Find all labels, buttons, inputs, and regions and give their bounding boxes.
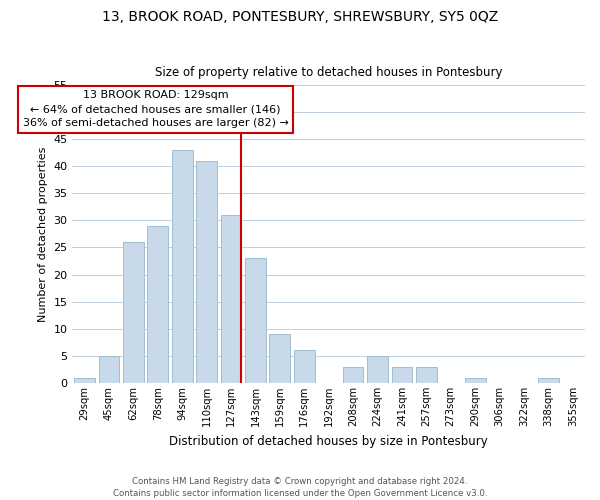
Bar <box>74 378 95 383</box>
Text: 13, BROOK ROAD, PONTESBURY, SHREWSBURY, SY5 0QZ: 13, BROOK ROAD, PONTESBURY, SHREWSBURY, … <box>102 10 498 24</box>
Bar <box>269 334 290 383</box>
Title: Size of property relative to detached houses in Pontesbury: Size of property relative to detached ho… <box>155 66 502 80</box>
Bar <box>343 366 364 383</box>
Bar <box>294 350 314 383</box>
Bar <box>172 150 193 383</box>
Bar <box>245 258 266 383</box>
Bar <box>416 366 437 383</box>
Bar <box>367 356 388 383</box>
Bar <box>221 215 241 383</box>
Bar <box>123 242 144 383</box>
Bar <box>98 356 119 383</box>
Bar <box>392 366 412 383</box>
Bar <box>465 378 485 383</box>
Y-axis label: Number of detached properties: Number of detached properties <box>38 146 48 322</box>
X-axis label: Distribution of detached houses by size in Pontesbury: Distribution of detached houses by size … <box>169 434 488 448</box>
Bar <box>538 378 559 383</box>
Text: 13 BROOK ROAD: 129sqm
← 64% of detached houses are smaller (146)
36% of semi-det: 13 BROOK ROAD: 129sqm ← 64% of detached … <box>23 90 289 128</box>
Text: Contains HM Land Registry data © Crown copyright and database right 2024.
Contai: Contains HM Land Registry data © Crown c… <box>113 476 487 498</box>
Bar <box>148 226 168 383</box>
Bar <box>196 160 217 383</box>
